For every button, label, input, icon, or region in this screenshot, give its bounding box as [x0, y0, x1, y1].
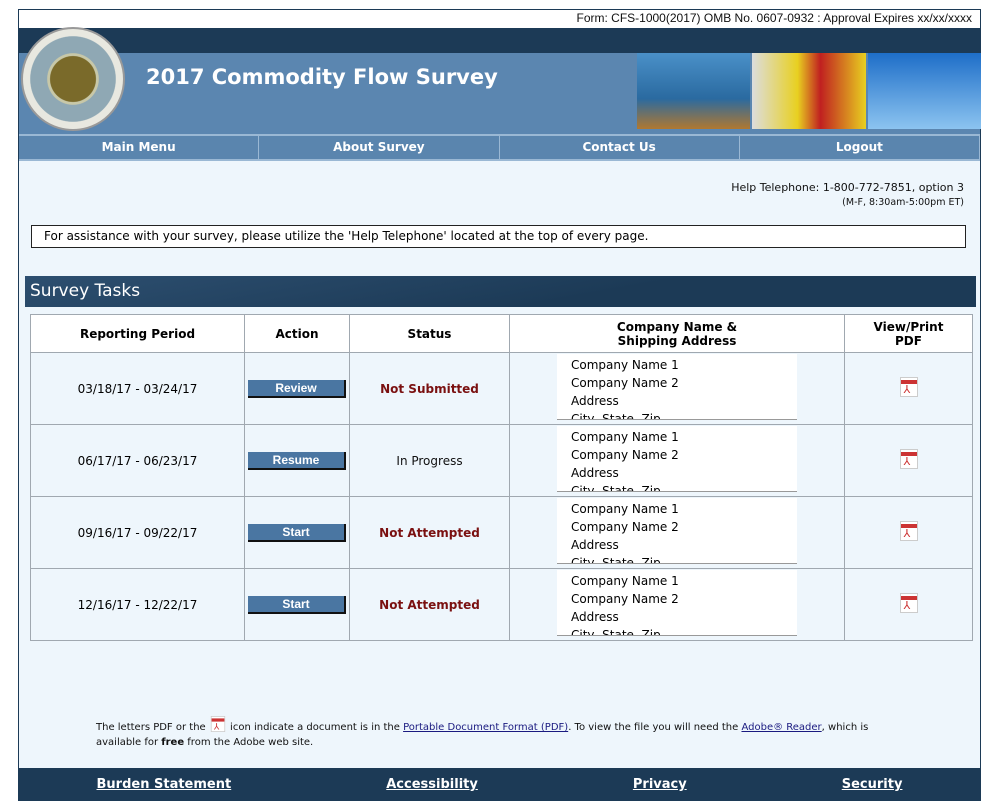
pdf-cell	[844, 424, 973, 497]
pdf-icon[interactable]	[899, 449, 918, 469]
page-title: 2017 Commodity Flow Survey	[146, 65, 498, 89]
nav-contact-us[interactable]: Contact Us	[500, 136, 740, 159]
col-status: Status	[349, 314, 510, 353]
address-line: Company Name 1	[571, 574, 679, 588]
nav-about-survey[interactable]: About Survey	[259, 136, 500, 159]
action-cell: Review	[244, 352, 350, 425]
table-row: 06/17/17 - 06/23/17 Resume In Progress C…	[30, 424, 973, 497]
header-banner: 2017 Commodity Flow Survey	[19, 27, 981, 134]
address-line: City, State, Zip	[571, 484, 661, 492]
table-row: 12/16/17 - 12/22/17 Start Not Attempted …	[30, 568, 973, 641]
help-telephone: Help Telephone: 1-800-772-7851, option 3…	[731, 180, 964, 210]
status: Not Submitted	[349, 352, 510, 425]
top-band	[19, 28, 980, 53]
pdf-cell	[844, 568, 973, 641]
company-address-cell: Company Name 1 Company Name 2 Address City,…	[509, 352, 845, 425]
main-nav: Main Menu About Survey Contact Us Logout	[19, 134, 980, 161]
trucks-image	[752, 53, 866, 129]
pdf-cell	[844, 496, 973, 569]
company-address: Company Name 1 Company Name 2 Address City,…	[557, 498, 797, 564]
action-cell: Start	[244, 568, 350, 641]
address-line: Company Name 1	[571, 430, 679, 444]
start-button[interactable]: Start	[248, 523, 346, 542]
address-line: Company Name 1	[571, 502, 679, 516]
pdf-note: The letters PDF or the icon indicate a d…	[96, 714, 896, 750]
help-hours: (M-F, 8:30am-5:00pm ET)	[842, 197, 964, 208]
company-address-cell: Company Name 1 Company Name 2 Address City,…	[509, 424, 845, 497]
address-line: Company Name 2	[571, 376, 679, 390]
address-line: Company Name 2	[571, 520, 679, 534]
address-line: City, State, Zip	[571, 628, 661, 636]
address-line: Address	[571, 610, 619, 624]
pdf-cell	[844, 352, 973, 425]
table-row: 03/18/17 - 03/24/17 Review Not Submitted…	[30, 352, 973, 425]
col-company-line2: Shipping Address	[617, 333, 737, 348]
review-button[interactable]: Review	[248, 379, 346, 398]
status: Not Attempted	[349, 496, 510, 569]
help-phone: Help Telephone: 1-800-772-7851, option 3	[731, 181, 964, 194]
note-text: The letters PDF or the	[96, 722, 209, 733]
pdf-icon	[210, 716, 226, 733]
address-line: Address	[571, 394, 619, 408]
col-company: Company Name & Shipping Address	[509, 314, 845, 353]
action-cell: Start	[244, 496, 350, 569]
note-text: from the Adobe web site.	[184, 737, 314, 748]
reporting-period: 03/18/17 - 03/24/17	[30, 352, 245, 425]
address-line: Company Name 1	[571, 358, 679, 372]
form-info: Form: CFS-1000(2017) OMB No. 0607-0932 :…	[19, 10, 980, 28]
footer-privacy[interactable]: Privacy	[632, 777, 687, 792]
status: Not Attempted	[349, 568, 510, 641]
survey-tasks-heading: Survey Tasks	[25, 276, 976, 307]
resume-button[interactable]: Resume	[248, 451, 346, 470]
note-text: . To view the file you will need the	[568, 722, 742, 733]
note-bold: free	[161, 737, 185, 748]
survey-tasks-table: Reporting Period Action Status Company N…	[30, 314, 973, 641]
nav-logout[interactable]: Logout	[740, 136, 980, 159]
table-row: 09/16/17 - 09/22/17 Start Not Attempted …	[30, 496, 973, 569]
address-line: City, State, Zip	[571, 556, 661, 564]
company-address-cell: Company Name 1 Company Name 2 Address City,…	[509, 568, 845, 641]
col-reporting-period: Reporting Period	[30, 314, 245, 353]
company-address: Company Name 1 Company Name 2 Address City,…	[557, 570, 797, 636]
assistance-message: For assistance with your survey, please …	[31, 225, 966, 248]
address-line: Company Name 2	[571, 448, 679, 462]
col-pdf-line1: View/Print	[873, 319, 944, 334]
address-line: City, State, Zip	[571, 412, 661, 420]
pdf-icon[interactable]	[899, 377, 918, 397]
company-address: Company Name 1 Company Name 2 Address City,…	[557, 354, 797, 420]
footer: Burden Statement Accessibility Privacy S…	[19, 768, 980, 801]
address-line: Address	[571, 466, 619, 480]
company-address-cell: Company Name 1 Company Name 2 Address City,…	[509, 496, 845, 569]
footer-burden-statement[interactable]: Burden Statement	[96, 777, 232, 792]
footer-accessibility[interactable]: Accessibility	[386, 777, 478, 792]
adobe-reader-link[interactable]: Adobe® Reader	[741, 722, 822, 733]
action-cell: Resume	[244, 424, 350, 497]
airplane-image	[867, 53, 981, 129]
page-frame: Form: CFS-1000(2017) OMB No. 0607-0932 :…	[18, 9, 981, 801]
address-line: Company Name 2	[571, 592, 679, 606]
reporting-period: 12/16/17 - 12/22/17	[30, 568, 245, 641]
start-button[interactable]: Start	[248, 595, 346, 614]
col-action: Action	[244, 314, 350, 353]
status: In Progress	[349, 424, 510, 497]
col-pdf: View/Print PDF	[844, 314, 973, 353]
note-text: , which is available for	[96, 722, 869, 748]
note-text: icon indicate a document is in the	[226, 722, 404, 733]
pdf-format-link[interactable]: Portable Document Format (PDF)	[403, 722, 569, 733]
nav-main-menu[interactable]: Main Menu	[19, 136, 260, 159]
header-photos	[637, 53, 981, 129]
col-pdf-line2: PDF	[895, 333, 922, 348]
col-company-line1: Company Name &	[616, 319, 738, 334]
department-of-commerce-seal-logo	[21, 27, 125, 131]
reporting-period: 06/17/17 - 06/23/17	[30, 424, 245, 497]
port-image	[637, 53, 751, 129]
pdf-icon[interactable]	[899, 521, 918, 541]
reporting-period: 09/16/17 - 09/22/17	[30, 496, 245, 569]
company-address: Company Name 1 Company Name 2 Address City,…	[557, 426, 797, 492]
address-line: Address	[571, 538, 619, 552]
footer-security[interactable]: Security	[841, 777, 903, 792]
pdf-icon[interactable]	[899, 593, 918, 613]
